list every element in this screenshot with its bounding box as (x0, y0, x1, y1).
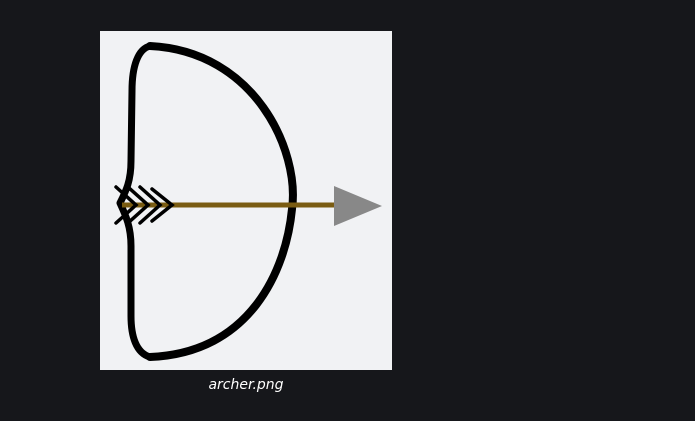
bow-and-arrow-icon (114, 42, 382, 361)
image-filename-caption: archer.png (208, 377, 284, 393)
image-preview[interactable] (100, 31, 392, 370)
bow-limb (146, 42, 297, 361)
arrow-fletching (114, 185, 175, 225)
bow-string (116, 42, 154, 361)
arrow-head (334, 186, 382, 226)
